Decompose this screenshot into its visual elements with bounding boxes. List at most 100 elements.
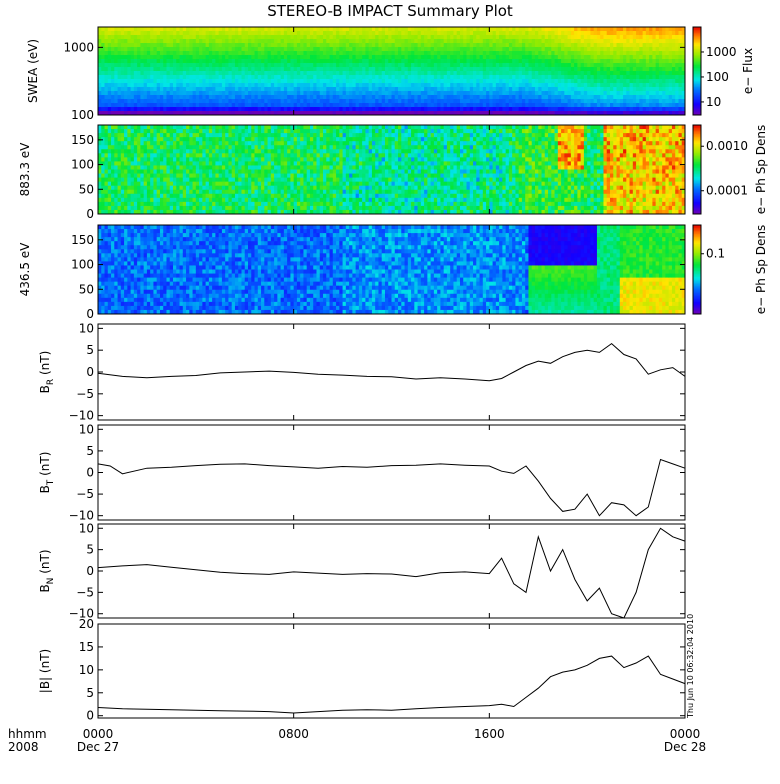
spectrogram-cell	[166, 79, 170, 83]
spectrogram-cell	[538, 67, 542, 71]
spectrogram-cell	[480, 31, 484, 35]
spectrogram-cell	[617, 63, 621, 67]
spectrogram-cell	[665, 95, 669, 99]
spectrogram-cell	[176, 87, 180, 91]
spectrogram-cell	[411, 95, 415, 99]
spectrogram-cell	[127, 161, 131, 165]
spectrogram-cell	[603, 39, 607, 43]
spectrogram-cell	[672, 35, 676, 39]
spectrogram-cell	[369, 31, 373, 35]
spectrogram-cell	[434, 79, 438, 83]
spectrogram-cell	[170, 75, 174, 79]
spectrogram-cell	[219, 206, 223, 210]
spectrogram-cell	[401, 59, 405, 63]
spectrogram-cell	[105, 141, 109, 145]
spectrogram-cell	[626, 55, 630, 59]
spectrogram-cell	[414, 107, 418, 111]
spectrogram-cell	[137, 202, 141, 206]
spectrogram-cell	[528, 51, 532, 55]
spectrogram-cell	[268, 79, 272, 83]
spectrogram-cell	[669, 39, 673, 43]
spectrogram-cell	[316, 99, 320, 103]
spectrogram-cell	[196, 103, 200, 107]
spectrogram-cell	[127, 79, 131, 83]
spectrogram-cell	[538, 43, 542, 47]
spectrogram-cell	[199, 165, 203, 169]
spectrogram-cell	[369, 79, 373, 83]
spectrogram-cell	[359, 27, 363, 31]
spectrogram-cell	[382, 55, 386, 59]
spectrogram-cell	[525, 75, 529, 79]
spectrogram-cell	[463, 31, 467, 35]
spectrogram-cell	[463, 39, 467, 43]
spectrogram-cell	[118, 174, 122, 178]
spectrogram-cell	[643, 99, 647, 103]
spectrogram-cell	[238, 35, 242, 39]
spectrogram-cell	[548, 55, 552, 59]
spectrogram-cell	[209, 182, 213, 186]
spectrogram-cell	[251, 51, 255, 55]
spectrogram-cell	[147, 129, 151, 133]
spectrogram-cell	[545, 71, 549, 75]
spectrogram-cell	[649, 59, 653, 63]
spectrogram-cell	[555, 27, 559, 31]
spectrogram-cell	[421, 59, 425, 63]
spectrogram-cell	[581, 75, 585, 79]
spectrogram-cell	[232, 83, 236, 87]
spectrogram-cell	[382, 67, 386, 71]
spectrogram-cell	[248, 63, 252, 67]
spectrogram-cell	[284, 67, 288, 71]
spectrogram-cell	[157, 75, 161, 79]
spectrogram-cell	[261, 107, 265, 111]
spectrogram-cell	[352, 63, 356, 67]
spectrogram-cell	[476, 35, 480, 39]
spectrogram-cell	[166, 63, 170, 67]
spectrogram-cell	[284, 63, 288, 67]
spectrogram-cell	[528, 71, 532, 75]
spectrogram-cell	[118, 206, 122, 210]
spectrogram-cell	[577, 107, 581, 111]
spectrogram-cell	[140, 182, 144, 186]
spectrogram-cell	[183, 157, 187, 161]
spectrogram-cell	[277, 39, 281, 43]
spectrogram-cell	[108, 67, 112, 71]
spectrogram-cell	[349, 31, 353, 35]
spectrogram-cell	[636, 95, 640, 99]
spectrogram-cell	[665, 63, 669, 67]
spectrogram-cell	[189, 202, 193, 206]
spectrogram-cell	[222, 190, 226, 194]
spectrogram-cell	[401, 91, 405, 95]
spectrogram-cell	[108, 145, 112, 149]
spectrogram-cell	[121, 165, 125, 169]
spectrogram-cell	[232, 79, 236, 83]
spectrogram-cell	[196, 174, 200, 178]
spectrogram-cell	[678, 55, 682, 59]
spectrogram-cell	[248, 103, 252, 107]
spectrogram-cell	[186, 91, 190, 95]
spectrogram-cell	[613, 43, 617, 47]
spectrogram-cell	[153, 129, 157, 133]
spectrogram-cell	[352, 31, 356, 35]
spectrogram-cell	[215, 43, 219, 47]
spectrogram-cell	[336, 71, 340, 75]
spectrogram-cell	[411, 55, 415, 59]
spectrogram-cell	[251, 43, 255, 47]
spectrogram-cell	[577, 103, 581, 107]
spectrogram-cell	[356, 87, 360, 91]
spectrogram-cell	[421, 87, 425, 91]
spectrogram-cell	[307, 79, 311, 83]
spectrogram-cell	[111, 174, 115, 178]
spectrogram-cell	[532, 63, 536, 67]
spectrogram-cell	[98, 99, 102, 103]
spectrogram-cell	[137, 67, 141, 71]
spectrogram-cell	[633, 91, 637, 95]
spectrogram-cell	[418, 43, 422, 47]
spectrogram-cell	[261, 103, 265, 107]
spectrogram-cell	[219, 137, 223, 141]
spectrogram-cell	[251, 83, 255, 87]
spectrogram-cell	[431, 31, 435, 35]
spectrogram-cell	[675, 83, 679, 87]
spectrogram-cell	[147, 51, 151, 55]
spectrogram-cell	[268, 87, 272, 91]
spectrogram-cell	[669, 43, 673, 47]
